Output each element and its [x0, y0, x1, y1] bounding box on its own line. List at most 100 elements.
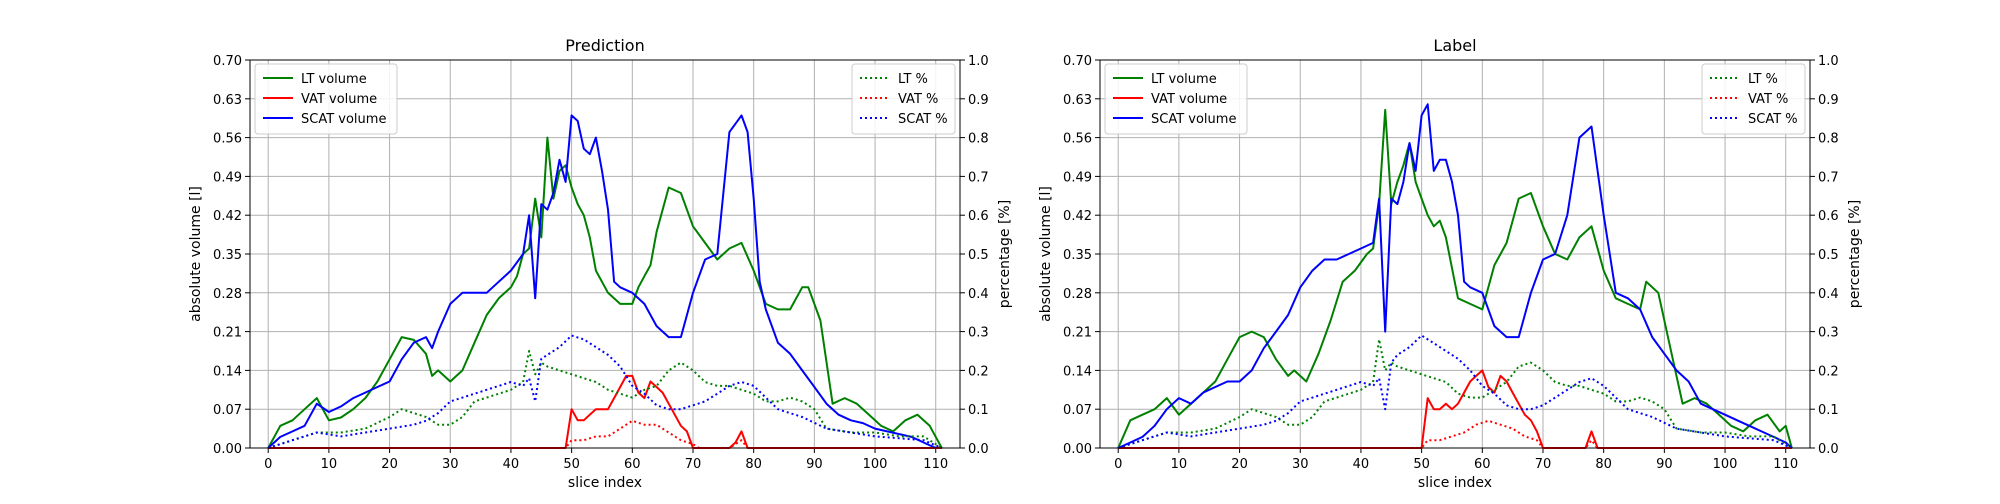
y-tick-label: 0.21: [213, 326, 242, 341]
x-tick-label: 20: [1231, 457, 1248, 472]
y-tick-label: 0.28: [213, 287, 242, 302]
x-tick-label: 0: [1114, 457, 1122, 472]
legend-label-vat-pct: VAT %: [898, 92, 938, 107]
legend-percentage: LT % VAT % SCAT %: [1701, 63, 1806, 135]
y2-tick-label: 0.9: [968, 93, 989, 108]
legend-percentage: LT % VAT % SCAT %: [851, 63, 956, 135]
y-tick-label: 0.00: [213, 442, 242, 457]
x-tick-label: 30: [1292, 457, 1309, 472]
y-tick-label: 0.56: [213, 132, 242, 147]
x-tick-label: 110: [923, 457, 948, 472]
y2-axis-label: percentage [%]: [1847, 200, 1863, 308]
legend-label-vat-volume: VAT volume: [301, 92, 377, 107]
legend-box: [1701, 63, 1806, 135]
y2-tick-label: 0.5: [968, 248, 989, 263]
y-tick-label: 0.70: [213, 54, 242, 69]
series-line-lt-volume: [1117, 108, 1793, 449]
legend-label-vat-volume: VAT volume: [1151, 92, 1227, 107]
x-tick-label: 50: [563, 457, 580, 472]
y2-tick-label: 0.2: [968, 364, 989, 379]
y-tick-label: 0.35: [213, 248, 242, 263]
x-axis-label: slice index: [1418, 475, 1492, 491]
series-layer: [1117, 103, 1793, 449]
legend-volume: LT volume VAT volume SCAT volume: [254, 63, 398, 135]
legend-label-lt-volume: LT volume: [1151, 72, 1217, 87]
plot-frame: [249, 59, 961, 449]
y2-tick-label: 0.1: [968, 403, 989, 418]
y-axis-label: absolute volume [l]: [1038, 186, 1054, 322]
series-line-vat-pct: [1118, 419, 1792, 449]
y-tick-label: 0.35: [1063, 248, 1092, 263]
chart-label: Label slice index absolute volume [l] pe…: [1038, 36, 1863, 491]
chart-prediction: Prediction slice index absolute volume […: [188, 36, 1013, 491]
y2-tick-label: 0.4: [1818, 287, 1839, 302]
series-line-scat-volume: [1117, 103, 1793, 449]
x-tick-label: 80: [1595, 457, 1612, 472]
legend-label-lt-pct: LT %: [1748, 72, 1778, 87]
y-tick-label: 0.70: [1063, 54, 1092, 69]
y2-tick-label: 0.7: [968, 170, 989, 185]
y-tick-label: 0.14: [213, 364, 242, 379]
x-tick-label: 70: [1535, 457, 1552, 472]
y-tick-label: 0.63: [1063, 93, 1092, 108]
y-tick-label: 0.42: [1063, 209, 1092, 224]
series-line-vat-pct: [268, 419, 942, 449]
series-line-scat-pct: [1117, 334, 1793, 449]
grid-layer: [1100, 59, 1810, 449]
x-tick-label: 40: [503, 457, 520, 472]
x-tick-label: 50: [1413, 457, 1430, 472]
y2-tick-label: 1.0: [1818, 54, 1839, 69]
y-tick-label: 0.49: [213, 170, 242, 185]
y2-tick-label: 0.8: [968, 132, 989, 147]
series-line-lt-pct: [267, 350, 943, 449]
y-tick-label: 0.42: [213, 209, 242, 224]
y2-axis-label: percentage [%]: [997, 200, 1013, 308]
legend-label-scat-pct: SCAT %: [898, 112, 948, 127]
y2-tick-label: 0.0: [968, 442, 989, 457]
chart-title: Label: [1433, 36, 1476, 55]
y2-tick-label: 0.4: [968, 287, 989, 302]
y-tick-label: 0.00: [1063, 442, 1092, 457]
legend-label-vat-pct: VAT %: [1748, 92, 1788, 107]
legend-label-lt-volume: LT volume: [301, 72, 367, 87]
y-tick-label: 0.14: [1063, 364, 1092, 379]
legend-box: [1104, 63, 1248, 135]
series-layer: [267, 114, 943, 449]
x-tick-label: 0: [264, 457, 272, 472]
x-tick-label: 60: [624, 457, 641, 472]
x-tick-label: 100: [863, 457, 888, 472]
plot-frame: [1099, 59, 1811, 449]
series-line-scat-pct: [267, 334, 943, 449]
y2-tick-label: 0.6: [968, 209, 989, 224]
legend-box: [851, 63, 956, 135]
y2-tick-label: 0.1: [1818, 403, 1839, 418]
y2-tick-label: 0.3: [968, 326, 989, 341]
x-tick-label: 10: [321, 457, 338, 472]
y-tick-label: 0.07: [213, 403, 242, 418]
y2-tick-label: 0.7: [1818, 170, 1839, 185]
x-tick-label: 110: [1773, 457, 1798, 472]
x-tick-label: 70: [685, 457, 702, 472]
y-tick-label: 0.07: [1063, 403, 1092, 418]
y-axis-label: absolute volume [l]: [188, 186, 204, 322]
x-axis-label: slice index: [568, 475, 642, 491]
plot-frame-border: [249, 59, 961, 449]
y-tick-label: 0.56: [1063, 132, 1092, 147]
x-tick-label: 80: [745, 457, 762, 472]
chart-title: Prediction: [565, 36, 644, 55]
legend-volume: LT volume VAT volume SCAT volume: [1104, 63, 1248, 135]
x-tick-label: 10: [1171, 457, 1188, 472]
series-line-lt-pct: [1117, 338, 1793, 449]
legend-label-lt-pct: LT %: [898, 72, 928, 87]
y2-tick-label: 0.3: [1818, 326, 1839, 341]
y2-tick-label: 1.0: [968, 54, 989, 69]
y2-tick-label: 0.5: [1818, 248, 1839, 263]
x-tick-label: 60: [1474, 457, 1491, 472]
y2-tick-label: 0.8: [1818, 132, 1839, 147]
x-tick-label: 90: [1656, 457, 1673, 472]
y-tick-label: 0.28: [1063, 287, 1092, 302]
y2-tick-label: 0.0: [1818, 442, 1839, 457]
y-tick-label: 0.63: [213, 93, 242, 108]
x-tick-label: 20: [381, 457, 398, 472]
